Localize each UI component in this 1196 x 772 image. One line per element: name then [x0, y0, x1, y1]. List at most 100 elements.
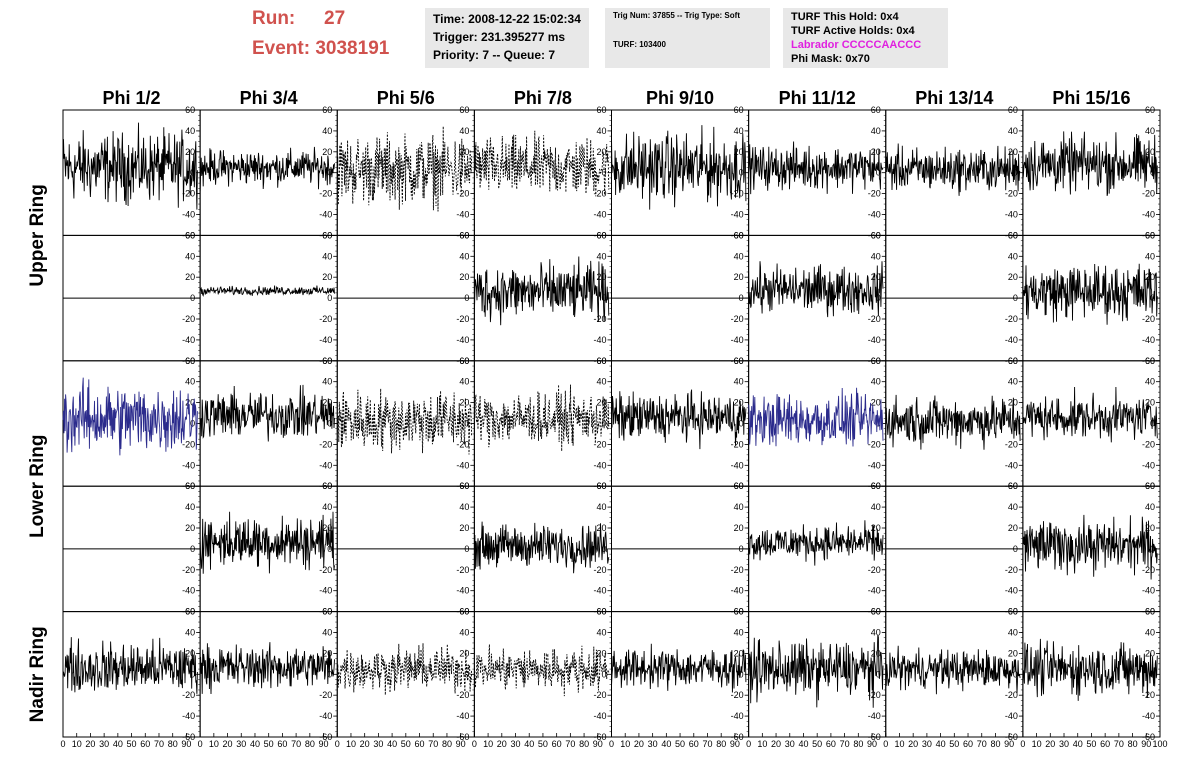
y-tick-label: 40: [1145, 126, 1155, 136]
y-tick-label: 0: [190, 669, 195, 679]
waveform-trace: [473, 256, 610, 326]
y-tick-label: 20: [596, 147, 606, 157]
panel-frame: [885, 611, 1024, 738]
y-tick-label: 40: [185, 251, 195, 261]
x-tick-label: 60: [689, 739, 699, 749]
y-tick-label: 60: [1008, 356, 1018, 366]
y-tick-label: 60: [596, 105, 606, 115]
column-header: Phi 13/14: [915, 88, 993, 108]
x-tick-label: 80: [990, 739, 1000, 749]
x-tick-label: 0: [198, 739, 203, 749]
y-tick-label: -40: [319, 335, 332, 345]
x-tick-label: 30: [648, 739, 658, 749]
x-tick-label: 60: [826, 739, 836, 749]
y-tick-label: 60: [185, 105, 195, 115]
y-tick-label: 40: [734, 251, 744, 261]
x-tick-label: 0: [472, 739, 477, 749]
y-tick-label: -40: [319, 210, 332, 220]
waveform-trace: [611, 389, 747, 450]
x-tick-label: 90: [593, 739, 603, 749]
x-tick-label: 10: [209, 739, 219, 749]
y-tick-label: 20: [1145, 147, 1155, 157]
y-tick-label: 40: [1008, 502, 1018, 512]
x-tick-label: 90: [181, 739, 191, 749]
waveform-trace: [62, 122, 198, 210]
x-tick-label: 80: [853, 739, 863, 749]
y-tick-label: 40: [871, 377, 881, 387]
x-tick-label: 20: [634, 739, 644, 749]
turf-hold-text: TURF This Hold: 0x4: [791, 11, 899, 23]
x-tick-label: 50: [127, 739, 137, 749]
x-tick-label: 50: [675, 739, 685, 749]
waveform-trace: [1022, 638, 1158, 701]
y-tick-label: 60: [185, 481, 195, 491]
x-tick-label: 0: [609, 739, 614, 749]
y-tick-label: -20: [1142, 189, 1155, 199]
waveform-trace: [199, 146, 335, 192]
y-tick-label: 40: [459, 628, 469, 638]
x-tick-label: 40: [661, 739, 671, 749]
waveform-trace: [748, 261, 884, 318]
y-tick-label: 20: [734, 272, 744, 282]
y-tick-label: 40: [322, 251, 332, 261]
x-tick-label: 80: [442, 739, 452, 749]
x-tick-label: 70: [1114, 739, 1124, 749]
y-tick-label: 20: [734, 648, 744, 658]
y-tick-label: -20: [319, 439, 332, 449]
y-tick-label: -60: [182, 732, 195, 742]
y-tick-label: -20: [868, 439, 881, 449]
x-tick-label: 30: [373, 739, 383, 749]
y-tick-label: 40: [1145, 377, 1155, 387]
y-tick-label: 40: [596, 502, 606, 512]
waveform-trace: [199, 642, 335, 695]
y-tick-label: -40: [456, 460, 469, 470]
y-tick-label: 20: [596, 648, 606, 658]
turf-text: TURF: 103400: [613, 40, 666, 49]
y-tick-label: -20: [182, 439, 195, 449]
x-tick-label: 20: [908, 739, 918, 749]
y-tick-label: 60: [322, 607, 332, 617]
y-tick-label: -20: [593, 439, 606, 449]
x-tick-label: 90: [456, 739, 466, 749]
y-tick-label: 60: [871, 481, 881, 491]
x-tick-label: 10: [483, 739, 493, 749]
y-tick-label: -40: [593, 460, 606, 470]
y-tick-label: -60: [731, 732, 744, 742]
waveform-trace: [1022, 386, 1158, 443]
y-tick-label: -40: [1142, 711, 1155, 721]
y-tick-label: -20: [1005, 189, 1018, 199]
y-tick-label: -40: [868, 335, 881, 345]
y-tick-label: -20: [593, 565, 606, 575]
y-tick-label: 60: [596, 607, 606, 617]
y-tick-label: 60: [185, 607, 195, 617]
y-tick-label: -20: [456, 189, 469, 199]
y-tick-label: 60: [1145, 481, 1155, 491]
waveform-trace: [336, 126, 473, 212]
y-tick-label: 60: [871, 105, 881, 115]
y-tick-label: -20: [731, 565, 744, 575]
y-tick-label: -20: [319, 565, 332, 575]
run-line: Run: 27: [252, 8, 345, 30]
run-event-box: Run: 27 Event: 3038191: [244, 8, 420, 66]
y-tick-label: -60: [1142, 732, 1155, 742]
x-tick-label: 50: [949, 739, 959, 749]
y-tick-label: -40: [731, 586, 744, 596]
y-tick-label: 60: [1145, 607, 1155, 617]
y-tick-label: -40: [868, 460, 881, 470]
y-tick-label: -40: [182, 711, 195, 721]
y-tick-label: -20: [182, 189, 195, 199]
panel-frame: [336, 109, 475, 236]
waveform-trace: [199, 511, 335, 574]
turf-active-text: TURF Active Holds: 0x4: [791, 25, 915, 37]
y-tick-label: 0: [464, 168, 469, 178]
y-tick-label: 20: [734, 147, 744, 157]
y-tick-label: 20: [459, 272, 469, 282]
y-tick-label: -20: [1142, 439, 1155, 449]
x-tick-label: 40: [798, 739, 808, 749]
x-tick-label: 60: [415, 739, 425, 749]
y-tick-label: 60: [734, 230, 744, 240]
x-tick-label: 20: [360, 739, 370, 749]
y-tick-label: 20: [322, 147, 332, 157]
y-tick-label: 60: [459, 607, 469, 617]
x-tick-label: 40: [524, 739, 534, 749]
